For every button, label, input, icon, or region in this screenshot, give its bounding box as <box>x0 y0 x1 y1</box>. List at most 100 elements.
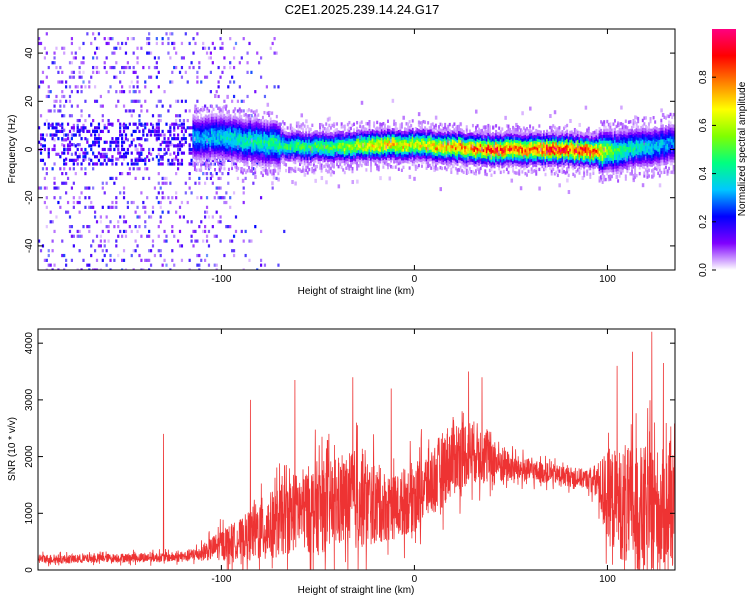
spectrogram-cell <box>329 152 332 156</box>
spectrogram-cell <box>255 144 258 148</box>
spectrogram-cell <box>195 107 198 112</box>
spectrogram-cell <box>433 133 436 138</box>
spectrogram-cell <box>416 165 419 170</box>
spectrogram-cell <box>97 46 101 50</box>
spectrogram-cell <box>370 162 373 167</box>
spectrogram-cell <box>117 99 120 103</box>
spectrogram-cell <box>63 144 66 148</box>
spectrogram-cell <box>240 123 243 128</box>
spectrogram-cell <box>524 166 527 170</box>
spectrogram-cell <box>200 165 203 170</box>
spectrogram-cell <box>242 191 245 195</box>
spectrogram-cell <box>260 148 263 152</box>
spectrogram-cell <box>374 142 377 146</box>
spectrogram-cell <box>244 115 247 120</box>
spectrogram-cell <box>289 155 292 159</box>
spectrogram-cell <box>530 141 533 145</box>
spectrogram-cell <box>272 122 275 127</box>
spectrogram-cell <box>214 113 217 117</box>
spectrogram-cell <box>516 125 519 129</box>
spectrogram-cell <box>195 125 198 129</box>
spectrogram-cell <box>205 205 209 209</box>
spectrogram-cell <box>93 65 97 70</box>
spectrogram-cell <box>413 139 416 144</box>
spectrogram-cell <box>226 124 229 129</box>
spectrogram-cell <box>107 90 110 94</box>
spectrogram-cell <box>512 143 515 147</box>
spectrogram-cell <box>232 94 236 99</box>
spectrogram-cell <box>319 125 322 130</box>
spectrogram-cell <box>196 239 199 243</box>
spectrogram-cell <box>340 156 343 161</box>
spectrogram-cell <box>427 155 430 160</box>
spectrogram-cell <box>286 140 289 145</box>
spectrogram-cell <box>167 37 170 41</box>
spectrogram-cell <box>95 99 99 103</box>
spectrogram-cell <box>65 99 68 103</box>
spectrogram-cell <box>445 133 448 137</box>
spectrogram-cell <box>198 61 201 65</box>
spectrogram-cell <box>311 138 314 142</box>
spectrogram-cell <box>214 127 217 131</box>
spectrogram-cell <box>224 153 227 157</box>
spectrogram-cell <box>271 128 274 133</box>
spectrogram-cell <box>422 157 425 161</box>
spectrogram-cell <box>221 70 224 74</box>
spectrogram-cell <box>223 113 226 118</box>
spectrogram-cell <box>200 151 203 155</box>
spectrogram-cell <box>173 162 176 166</box>
spectrogram-cell <box>391 148 394 152</box>
spectrogram-cell <box>487 129 490 134</box>
spectrogram-cell <box>171 122 174 126</box>
spectrogram-cell <box>246 154 249 159</box>
spectrogram-cell <box>502 140 505 145</box>
spectrogram-cell <box>238 110 241 114</box>
spectrogram-cell <box>292 153 296 158</box>
spectrogram-cell <box>159 157 162 161</box>
spectrogram-cell <box>119 229 122 234</box>
spectrogram-cell <box>214 94 217 99</box>
spectrogram-cell <box>451 147 454 152</box>
spectrogram-cell <box>331 164 334 168</box>
spectrogram-cell <box>427 158 430 163</box>
spectrogram-cell <box>430 166 433 170</box>
spectrogram-cell <box>249 140 252 144</box>
spectrogram-cell <box>76 143 79 147</box>
spectrogram-cell <box>241 136 244 140</box>
spectrogram-cell <box>140 191 143 195</box>
spectrogram-cell <box>234 141 237 146</box>
spectrogram-cell <box>478 153 481 158</box>
spectrogram-cell <box>244 156 247 160</box>
spectrogram-cell <box>357 130 361 135</box>
spectrogram-cell <box>419 141 422 145</box>
spectrogram-cell <box>198 142 201 146</box>
spectrogram-cell <box>144 85 147 89</box>
spectrogram-cell <box>461 137 464 141</box>
spectrogram-cell <box>155 61 158 65</box>
spectrogram-cell <box>224 141 227 146</box>
spectrogram-cell <box>200 258 203 262</box>
spectrogram-cell <box>322 159 325 163</box>
spectrogram-cell <box>291 167 294 171</box>
spectrogram-cell <box>314 167 317 172</box>
spectrogram-cell <box>402 156 405 161</box>
spectrogram-cell <box>501 136 504 140</box>
spectrogram-cell <box>484 128 487 133</box>
spectrogram-cell <box>360 126 363 130</box>
spectrogram-cell <box>300 132 303 136</box>
spectrogram-cell <box>405 127 408 132</box>
spectrogram-cell <box>219 176 222 181</box>
spectrogram-cell <box>515 154 518 158</box>
spectrogram-cell <box>450 130 453 134</box>
spectrogram-cell <box>101 162 104 166</box>
spectrogram-cell <box>444 125 447 130</box>
spectrogram-cell <box>294 160 297 165</box>
spectrogram-cell <box>252 156 255 161</box>
spectrogram-cell <box>101 229 104 234</box>
spectrogram-cell <box>504 142 507 147</box>
spectrogram-cell <box>495 158 498 163</box>
spectrogram-cell <box>223 122 226 126</box>
spectrogram-cell <box>55 126 58 130</box>
spectrogram-cell <box>356 161 359 165</box>
spectrogram-cell <box>311 169 314 174</box>
